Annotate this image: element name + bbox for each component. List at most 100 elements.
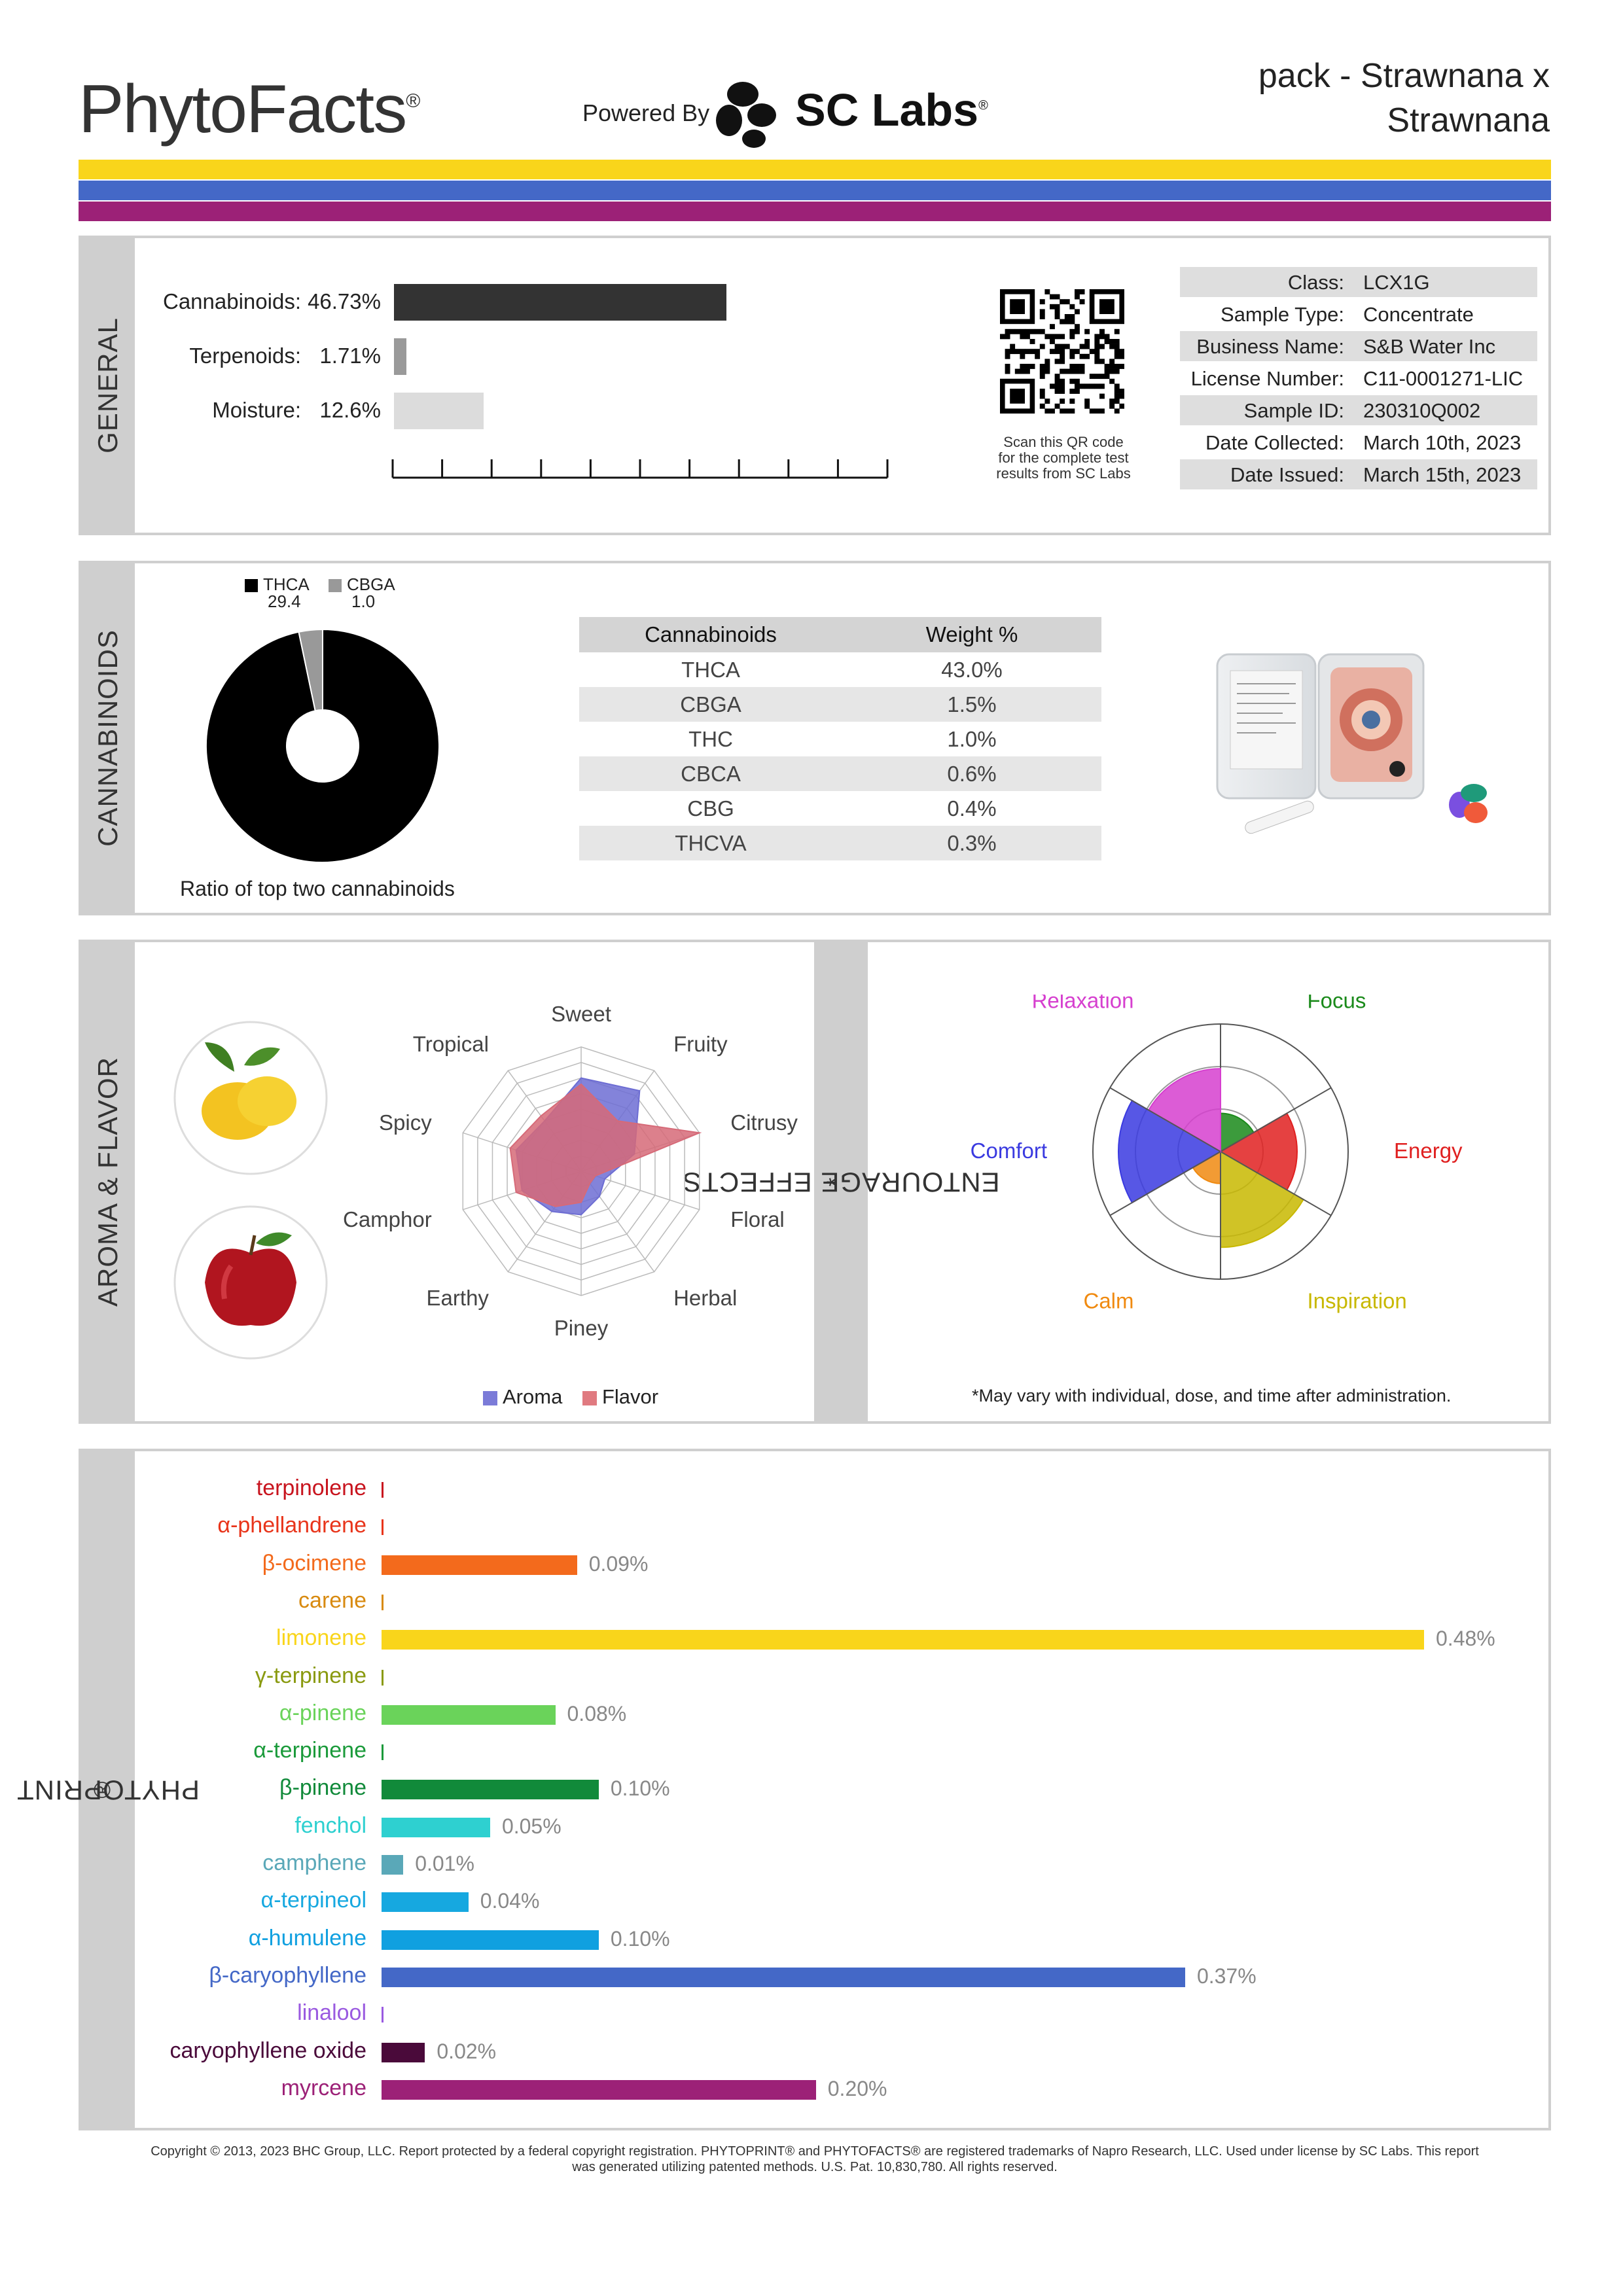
table-row: THC 1.0% (579, 722, 1101, 756)
table-row: CBCA 0.6% (579, 756, 1101, 791)
sc-labs-wordmark: SC Labs® (795, 84, 988, 135)
cannabinoid-name: THCA (681, 657, 740, 682)
radar-axis-label: Sweet (551, 1002, 611, 1026)
product-photo (1216, 653, 1488, 834)
terpene-name: α-phellandrene (217, 1513, 366, 1538)
terpene-name: fenchol (294, 1812, 366, 1838)
table-row: THCA 43.0% (579, 652, 1101, 687)
meta-value: C11-0001271-LIC (1363, 367, 1524, 390)
meta-row: Date Issued: March 15th, 2023 (1180, 459, 1537, 489)
meta-row: License Number: C11-0001271-LIC (1180, 363, 1537, 393)
terpene-bar (382, 2079, 816, 2100)
general-bar-value: 1.71% (319, 344, 381, 368)
terpene-bar (382, 1555, 577, 1575)
stripe-yellow (79, 160, 1551, 179)
table-row: THCVA 0.3% (579, 826, 1101, 860)
donut-slice-cbga (298, 628, 323, 712)
meta-key: Class: (1287, 271, 1344, 294)
legend-flavor-label: Flavor (601, 1385, 659, 1408)
radar-axis-label: Fruity (673, 1032, 728, 1056)
legend-flavor-swatch (582, 1390, 597, 1405)
phytoprint-side-label: PHYTOPRINT ® (16, 1451, 200, 2128)
radar-axis-label: Floral (730, 1207, 785, 1231)
cannabinoid-table: Cannabinoids Weight % THCA 43.0% CBGA 1.5% T… (579, 617, 1101, 860)
effect-label: Comfort (971, 1139, 1047, 1163)
terpene-name: myrcene (281, 2075, 366, 2100)
terpene-name: limonene (276, 1625, 366, 1651)
cannabinoid-weight: 1.0% (947, 726, 997, 751)
entourage-side-label: ENTOURAGE EFFECTS * (682, 942, 1000, 1421)
flavor-series (509, 1083, 702, 1207)
powered-by-label: Powered By (582, 99, 710, 126)
effect-label: Relaxation (1032, 995, 1134, 1013)
aroma-flavor-radar-chart: Sweet Fruity Citrusy Floral Herbal Piney Earth… (343, 1002, 798, 1340)
terpene-name: camphene (262, 1850, 366, 1875)
cannabinoid-name: CBGA (579, 687, 842, 722)
cannabinoid-weight: 0.4% (947, 796, 997, 821)
qr-code-icon[interactable] (1000, 289, 1124, 414)
effect-wedge-relaxation (1147, 1068, 1221, 1153)
cannabinoids-side-label: CANNABINOIDS (81, 563, 135, 913)
radar-axis-label: Herbal (673, 1286, 737, 1310)
table-header-weight: Weight % (842, 617, 1101, 652)
effect-label: Focus (1308, 995, 1366, 1013)
terpene-name: carene (298, 1587, 366, 1613)
meta-row: Date Collected: March 10th, 2023 (1180, 427, 1537, 457)
terpene-bar (382, 1594, 383, 1610)
phytofacts-logo: PhytoFacts® (79, 71, 421, 147)
terpene-name: β-pinene (279, 1775, 366, 1801)
terpene-bar (382, 1817, 490, 1837)
terpene-bar (382, 1892, 469, 1913)
general-bar-label: Moisture: (212, 398, 301, 422)
cannabinoid-name: THC (688, 726, 733, 751)
terpene-value: 0.05% (501, 1814, 562, 1838)
terpene-value: 0.20% (827, 2076, 887, 2100)
stripe-blue (79, 181, 1551, 200)
effect-wedge-inspiration (1220, 1150, 1305, 1248)
terpene-name: β-ocimene (262, 1550, 366, 1576)
aroma-entourage-section: AROMA & FLAVOR ENTOURAGE EFFECTS * (79, 940, 1551, 1424)
terpene-name: β-caryophyllene (209, 1962, 366, 1988)
terpene-bar (382, 1855, 404, 1875)
terpene-name: linalool (297, 2000, 366, 2026)
cannabinoid-weight: 43.0% (941, 657, 1003, 682)
terpene-value: 0.09% (588, 1551, 649, 1576)
meta-value: S&B Water Inc (1363, 335, 1496, 358)
product-name: pack - Strawnana x Strawnana (1258, 57, 1550, 139)
meta-value: March 10th, 2023 (1363, 431, 1522, 454)
terpene-name: caryophyllene oxide (169, 2038, 366, 2063)
donut-caption: Ratio of top two cannabinoids (180, 877, 455, 900)
entourage-effects-chart: Focus Energy Inspiration Calm Comfort Relaxat… (971, 995, 1463, 1313)
meta-key: Date Issued: (1230, 463, 1344, 486)
terpene-name: terpinolene (256, 1475, 366, 1500)
donut-slice-thca (205, 628, 440, 863)
radar-axis-label: Citrusy (730, 1110, 798, 1135)
legend-aroma-label: Aroma (503, 1385, 563, 1408)
effect-wedge-comfort (1118, 1099, 1222, 1204)
effect-label: Inspiration (1308, 1288, 1407, 1313)
table-row: CBG 0.4% (579, 791, 1101, 826)
radar-legend: Aroma Flavor (483, 1385, 658, 1409)
table-row: CBGA 1.5% (579, 687, 1101, 722)
general-bar (394, 338, 406, 375)
cannabinoid-weight: 1.5% (842, 687, 1101, 722)
effect-label: Energy (1394, 1139, 1463, 1163)
phytoprint-section: PHYTOPRINT ® (16, 1449, 1551, 2130)
cannabinoid-name: CBG (687, 796, 734, 821)
terpene-bar (382, 1630, 1424, 1650)
cannabinoid-weight: 0.3% (842, 826, 1101, 860)
meta-row: Business Name: S&B Water Inc (1180, 331, 1537, 361)
general-bar-value: 12.6% (319, 398, 381, 422)
terpene-bar (382, 2042, 425, 2062)
terpene-name: α-terpinene (253, 1738, 366, 1763)
lemon-icon (173, 1021, 328, 1175)
donut-legend-cbga: CBGA 1.0 (329, 576, 395, 610)
meta-value: 230310Q002 (1363, 399, 1481, 422)
meta-row: Class: LCX1G (1180, 267, 1537, 297)
terpene-bar (382, 1482, 383, 1498)
meta-key: Sample Type: (1221, 303, 1344, 326)
effect-wedge-energy (1219, 1112, 1298, 1191)
apple-icon (173, 1205, 328, 1360)
terpene-bar (382, 1669, 383, 1686)
radar-axis-label: Camphor (343, 1207, 432, 1231)
